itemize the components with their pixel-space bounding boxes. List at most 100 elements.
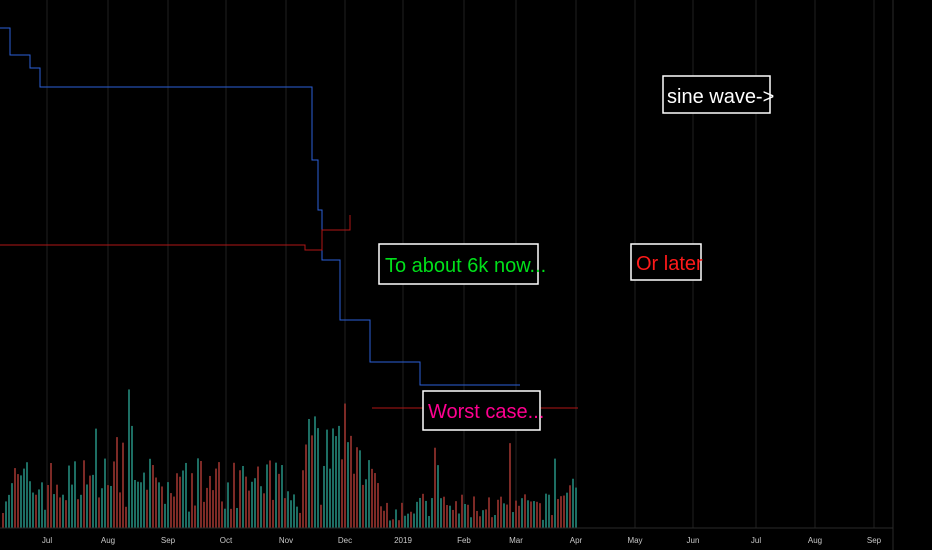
annotation-box xyxy=(630,243,702,281)
volume-bar xyxy=(296,506,298,528)
volume-bar xyxy=(566,492,568,528)
volume-bar xyxy=(398,520,400,528)
volume-bar xyxy=(77,499,79,528)
volume-bar xyxy=(473,496,475,528)
volume-bar xyxy=(530,501,532,528)
volume-bar xyxy=(179,476,181,528)
volume-bar xyxy=(230,508,232,528)
volume-bar xyxy=(305,444,307,528)
volume-bar xyxy=(173,496,175,528)
volume-bar xyxy=(269,460,271,528)
volume-bar xyxy=(422,493,424,528)
volume-bar xyxy=(68,465,70,528)
volume-bar xyxy=(185,462,187,528)
volume-bar xyxy=(368,460,370,528)
volume-bar xyxy=(491,517,493,528)
volume-bar xyxy=(86,484,88,528)
volume-bar xyxy=(479,516,481,528)
volume-bar xyxy=(170,493,172,528)
volume-bar xyxy=(194,505,196,528)
volume-bar xyxy=(425,500,427,528)
annotations: To about 6k now... Or later Worst case... s… xyxy=(378,75,774,431)
volume-bar xyxy=(32,492,34,528)
volume-bar xyxy=(311,435,313,528)
volume-bar xyxy=(152,465,154,528)
volume-bar xyxy=(503,503,505,528)
volume-bar xyxy=(137,481,139,528)
time-tick-label: Sep xyxy=(161,536,176,545)
volume-bar xyxy=(254,478,256,528)
volume-bar xyxy=(332,428,334,528)
time-tick-label: Apr xyxy=(570,536,583,545)
volume-bar xyxy=(443,496,445,528)
volume-bar xyxy=(239,470,241,528)
volume-bar xyxy=(488,497,490,528)
volume-bar xyxy=(518,505,520,528)
volume-bar xyxy=(20,475,22,528)
volume-bar xyxy=(569,485,571,528)
volume-bar xyxy=(374,473,376,528)
volume-bar xyxy=(341,459,343,528)
volume-bar xyxy=(134,479,136,528)
volume-bar xyxy=(62,494,64,528)
time-tick-label: Nov xyxy=(279,536,293,545)
volume-bar xyxy=(461,494,463,528)
volume-bar xyxy=(347,442,349,528)
volume-bar xyxy=(2,512,4,528)
volume-bar xyxy=(497,499,499,528)
volume-bar xyxy=(413,513,415,528)
volume-bar xyxy=(470,517,472,528)
volume-bar xyxy=(164,503,166,528)
time-tick-label: Aug xyxy=(808,536,822,545)
volume-bar xyxy=(350,435,352,528)
volume-bar xyxy=(428,516,430,528)
volume-bar xyxy=(542,519,544,528)
volume-bar xyxy=(557,499,559,528)
annotation-box xyxy=(378,243,539,285)
time-tick-label: Oct xyxy=(220,536,233,545)
volume-bar xyxy=(320,504,322,528)
volume-bar xyxy=(215,468,217,528)
volume-bar xyxy=(251,481,253,528)
volume-bar xyxy=(101,488,103,528)
volume-bar xyxy=(71,484,73,528)
volume-bar xyxy=(128,389,130,528)
volume-bar xyxy=(107,485,109,528)
volume-bar xyxy=(149,458,151,528)
price-axis-bg xyxy=(893,0,932,550)
volume-bar xyxy=(278,473,280,528)
volume-bar xyxy=(38,489,40,528)
volume-bar xyxy=(548,494,550,528)
volume-bar xyxy=(233,462,235,528)
time-tick-label: Dec xyxy=(338,536,352,545)
volume-bar xyxy=(458,513,460,528)
volume-bar xyxy=(203,501,205,528)
volume-bar xyxy=(95,428,97,528)
volume-bar xyxy=(182,470,184,528)
volume-bar xyxy=(431,498,433,528)
volume-bar xyxy=(119,492,121,528)
volume-bar xyxy=(395,509,397,528)
volume-bar xyxy=(302,470,304,528)
volume-bar xyxy=(356,447,358,528)
volume-bar xyxy=(533,501,535,528)
volume-bar xyxy=(317,428,319,528)
volume-bar xyxy=(224,508,226,528)
volume-bar xyxy=(47,485,49,528)
volume-bar xyxy=(392,519,394,528)
volume-bar xyxy=(515,500,517,528)
volume-bar xyxy=(386,502,388,528)
volume-bar xyxy=(80,494,82,528)
volume-bar xyxy=(353,473,355,528)
volume-bar xyxy=(227,482,229,528)
red-stop-line xyxy=(0,215,351,251)
volume-bar xyxy=(65,500,67,528)
volume-bar xyxy=(74,461,76,528)
volume-bar xyxy=(29,481,31,528)
volume-bar xyxy=(449,505,451,528)
volume-bar xyxy=(572,478,574,528)
volume-bar xyxy=(41,482,43,528)
volume-bar xyxy=(434,447,436,528)
volume-bar xyxy=(191,473,193,528)
time-tick-label: Sep xyxy=(867,536,882,545)
